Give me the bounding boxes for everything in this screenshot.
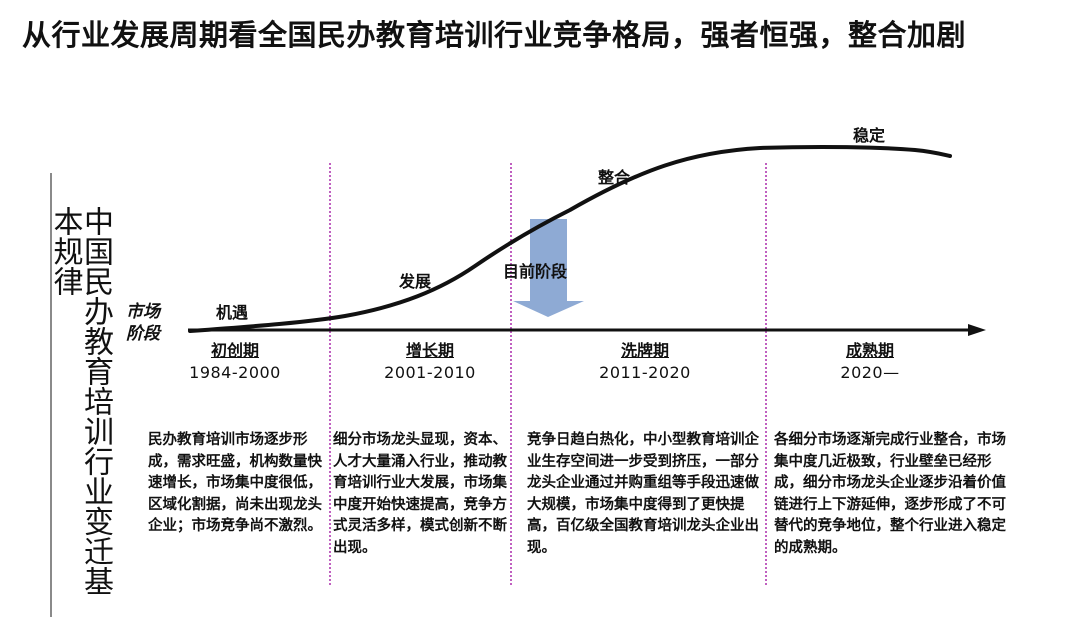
axis-arrowhead-icon xyxy=(968,324,986,336)
phase-name: 增长期 xyxy=(405,341,454,360)
phase-name: 成熟期 xyxy=(845,341,894,360)
phase-growth-description: 细分市场龙头显现，资本、人才大量涌入行业，推动教育培训行业大发展，市场集中度开始… xyxy=(333,432,507,556)
phase-years: 2020— xyxy=(840,363,900,382)
axis-label-market-stage: 市场 阶段 xyxy=(126,301,160,345)
phase-mature-description: 各细分市场逐渐完成行业整合，市场集中度几近极致，行业壁垒已经形成，细分市场龙头企… xyxy=(774,432,1006,556)
phase-years: 2001-2010 xyxy=(384,363,476,382)
phase-years: 2011-2020 xyxy=(599,363,691,382)
phase-startup: 初创期 1984-2000 xyxy=(170,340,300,384)
curve-label-stable: 稳定 xyxy=(853,126,886,145)
axis-label-line1: 市场 xyxy=(126,302,160,322)
axis-label-line2: 阶段 xyxy=(126,324,160,344)
phase-shakeout: 洗牌期 2011-2020 xyxy=(580,340,710,384)
left-divider-line xyxy=(50,173,52,617)
phase-startup-description: 民办教育培训市场逐步形成，需求旺盛，机构数量快速增长，市场集中度很低，区域化割据… xyxy=(148,432,322,534)
lifecycle-curve xyxy=(188,144,952,333)
curve-label-current-stage: 目前阶段 xyxy=(503,262,568,281)
page-title: 从行业发展周期看全国民办教育培训行业竞争格局，强者恒强，整合加剧 xyxy=(22,18,967,52)
current-stage-arrow-icon xyxy=(513,219,584,317)
vertical-side-title: 中国民办教育培训行业变迁基本规律 xyxy=(47,206,114,596)
curve-label-integration: 整合 xyxy=(598,168,631,187)
phase-growth: 增长期 2001-2010 xyxy=(365,340,495,384)
phase-name: 初创期 xyxy=(210,341,259,360)
phase-name: 洗牌期 xyxy=(620,341,669,360)
phase-mature: 成熟期 2020— xyxy=(805,340,935,384)
curve-label-opportunity: 机遇 xyxy=(216,303,249,322)
phase-years: 1984-2000 xyxy=(189,363,281,382)
curve-label-development: 发展 xyxy=(399,272,432,291)
phase-shakeout-description: 竞争日趋白热化，中小型教育培训企业生存空间进一步受到挤压，一部分龙头企业通过并购… xyxy=(527,432,759,556)
